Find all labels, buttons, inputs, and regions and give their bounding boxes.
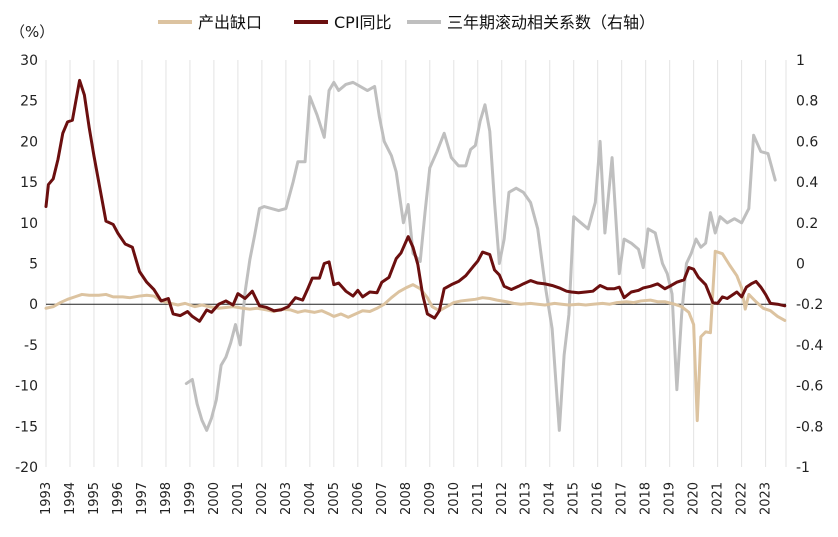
x-tick-label-2008: 2008: [399, 482, 414, 515]
x-tick-label-2020: 2020: [687, 482, 702, 515]
x-tick-label-2001: 2001: [231, 482, 246, 515]
x-tick-label-1995: 1995: [87, 482, 102, 515]
legend-label-2: 三年期滚动相关系数（右轴）: [447, 13, 655, 32]
right-tick-label: 1: [796, 53, 805, 69]
right-tick-label: 0.4: [796, 175, 818, 191]
series-layer: [44, 78, 787, 432]
x-tick-label-2018: 2018: [639, 482, 654, 515]
right-tick-label: 0.6: [796, 134, 818, 150]
x-tick-label-2022: 2022: [735, 482, 750, 515]
x-tick-label-1997: 1997: [135, 482, 150, 515]
x-tick-label-1999: 1999: [183, 482, 198, 515]
left-tick-label: 5: [29, 257, 38, 273]
x-tick-label-2002: 2002: [255, 482, 270, 515]
left-tick-label: -15: [15, 419, 38, 435]
x-tick-label-1994: 1994: [63, 482, 78, 515]
x-tick-label-2000: 2000: [207, 482, 222, 515]
legend-label-0: 产出缺口: [198, 13, 262, 32]
series-line-2: [184, 80, 777, 432]
x-tick-label-1998: 1998: [159, 482, 174, 515]
x-tick-label-2007: 2007: [375, 482, 390, 515]
legend: 产出缺口 CPI同比 三年期滚动相关系数（右轴）: [158, 13, 655, 32]
x-tick-label-2013: 2013: [519, 482, 534, 515]
left-tick-label: -5: [24, 338, 38, 354]
x-tick-label-2010: 2010: [447, 482, 462, 515]
right-tick-label: 0.2: [796, 216, 818, 232]
left-axis: -20 -15 -10 -5 0 5 10 15 20 25 30: [15, 53, 38, 476]
left-tick-label: 15: [20, 175, 38, 191]
x-tick-label-2012: 2012: [495, 482, 510, 515]
x-tick-label-2014: 2014: [543, 482, 558, 515]
x-tick-label-2005: 2005: [327, 482, 342, 515]
right-tick-label: -0.6: [796, 379, 823, 395]
left-tick-label: 0: [29, 297, 38, 313]
x-tick-label-1996: 1996: [111, 482, 126, 515]
x-tick-label-2003: 2003: [279, 482, 294, 515]
left-tick-label: 25: [20, 94, 38, 110]
x-tick-label-2009: 2009: [423, 482, 438, 515]
unit-label: （%）: [10, 23, 54, 41]
x-tick-label-2023: 2023: [759, 482, 774, 515]
right-tick-label: -0.2: [796, 297, 823, 313]
right-tick-label: -1: [796, 460, 810, 476]
right-axis: -1 -0.8 -0.6 -0.4 -0.2 0 0.2 0.4 0.6 0.8 1: [796, 53, 823, 476]
x-tick-label-2017: 2017: [615, 482, 630, 515]
left-tick-label: 20: [20, 134, 38, 150]
x-tick-label-2019: 2019: [663, 482, 678, 515]
right-tick-label: -0.4: [796, 338, 823, 354]
x-tick-label-2015: 2015: [567, 482, 582, 515]
series-line-0: [44, 249, 787, 423]
x-tick-label-2016: 2016: [591, 482, 606, 515]
right-tick-label: -0.8: [796, 419, 823, 435]
gridlines: [45, 60, 787, 467]
series-line-1: [44, 78, 787, 323]
left-tick-label: 30: [20, 53, 38, 69]
left-tick-label: 10: [20, 216, 38, 232]
x-axis: 1993 1994 1995 1996 1997 1998 1999 2000 2001 2002…: [39, 482, 774, 515]
x-tick-label-2006: 2006: [351, 482, 366, 515]
left-tick-label: -10: [15, 379, 38, 395]
right-tick-label: 0.8: [796, 94, 818, 110]
right-tick-label: 0: [796, 257, 805, 273]
x-tick-label-2011: 2011: [471, 482, 486, 515]
x-tick-label-2004: 2004: [303, 482, 318, 515]
x-tick-label-1993: 1993: [39, 482, 54, 515]
x-tick-label-2021: 2021: [711, 482, 726, 515]
left-tick-label: -20: [15, 460, 38, 476]
legend-label-1: CPI同比: [334, 13, 392, 32]
